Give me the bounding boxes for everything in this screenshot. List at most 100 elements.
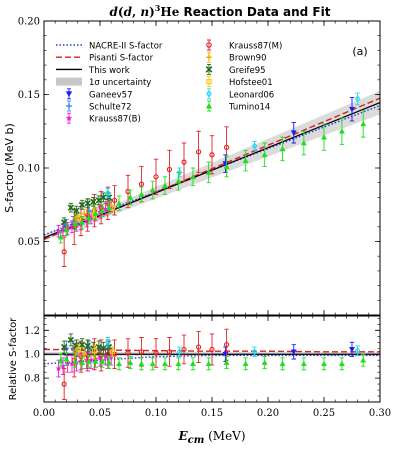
bot-point-tumino14 bbox=[57, 353, 64, 367]
bot-point-krauss87-m bbox=[166, 337, 173, 367]
top-point-leonard06 bbox=[105, 188, 111, 198]
legend: NACRE-II S-factor Pisanti S-factor This wo… bbox=[56, 39, 282, 125]
top-point-leonard06 bbox=[354, 92, 361, 106]
top-point-krauss87-m bbox=[61, 236, 67, 267]
top-point-greife95 bbox=[67, 202, 75, 213]
top-axis-ticks: 0.05 0.10 0.15 0.20 bbox=[18, 17, 381, 316]
top-point-krauss87-m bbox=[98, 191, 104, 225]
x-tick-label: 0.15 bbox=[201, 408, 223, 419]
legend-label: Pisanti S-factor bbox=[89, 54, 154, 64]
top-point-tumino14 bbox=[92, 207, 99, 220]
legend-item-pisanti-s-factor: Pisanti S-factor bbox=[56, 54, 154, 64]
bot-series-ganeev57 bbox=[222, 341, 356, 362]
top-point-tumino14 bbox=[261, 142, 268, 167]
bot-point-tumino14 bbox=[92, 354, 99, 368]
top-series-ganeev57 bbox=[222, 96, 356, 173]
bot-point-tumino14 bbox=[149, 357, 156, 371]
x-tick-label: 0.00 bbox=[33, 408, 55, 419]
bot-series-leonard06 bbox=[105, 337, 361, 358]
bot-point-leonard06 bbox=[251, 346, 258, 358]
bot-point-krauss87-m bbox=[181, 334, 187, 365]
bot-point-tumino14 bbox=[300, 357, 307, 371]
legend-left-column: NACRE-II S-factor Pisanti S-factor This wo… bbox=[56, 42, 163, 125]
top-point-tumino14 bbox=[127, 189, 134, 206]
chart-title: d(d, n)3He Reaction Data and Fit bbox=[110, 3, 331, 19]
top-point-greife95 bbox=[73, 205, 80, 216]
bot-y-tick-label: 1.2 bbox=[24, 326, 40, 337]
bot-point-tumino14 bbox=[261, 356, 268, 370]
bottom-data-layer bbox=[55, 328, 367, 401]
legend-item-ganeev57: Ganeev57 bbox=[65, 88, 133, 100]
top-point-krauss87-m bbox=[166, 149, 173, 190]
bot-point-tumino14 bbox=[85, 354, 92, 368]
bot-point-tumino14 bbox=[99, 354, 106, 368]
bot-point-tumino14 bbox=[360, 353, 367, 367]
legend-label: Brown90 bbox=[229, 54, 267, 64]
top-point-tumino14 bbox=[300, 130, 307, 156]
bot-point-krauss87-b bbox=[55, 359, 62, 378]
legend-label: Tumino14 bbox=[228, 103, 270, 113]
top-point-tumino14 bbox=[85, 211, 92, 225]
top-point-krauss87-b bbox=[55, 224, 62, 238]
bottom-axis-ticks: 0.00 0.05 0.10 0.15 0.20 0.25 0.30 0.8 1.0 1.2 bbox=[24, 316, 391, 419]
bot-point-greife95 bbox=[67, 333, 75, 347]
legend-item-krauss87-m: Krauss87(M) bbox=[206, 39, 282, 52]
x-tick-label: 0.30 bbox=[369, 408, 391, 419]
bot-point-tumino14 bbox=[138, 357, 145, 371]
top-point-tumino14 bbox=[57, 230, 64, 244]
bot-point-tumino14 bbox=[279, 357, 286, 371]
x-axis-label: Ecm (MeV) bbox=[177, 429, 245, 446]
top-point-ganeev57 bbox=[348, 96, 356, 122]
top-point-ganeev57 bbox=[290, 121, 297, 144]
legend-item-brown90: Brown90 bbox=[206, 51, 267, 64]
legend-label: NACRE-II S-factor bbox=[89, 42, 163, 52]
legend-label: Hofstee01 bbox=[229, 78, 273, 88]
legend-label: Leonard06 bbox=[229, 90, 274, 100]
top-point-krauss87-m bbox=[195, 130, 202, 173]
top-point-greife95 bbox=[95, 195, 103, 206]
top-point-tumino14 bbox=[223, 155, 230, 178]
top-point-tumino14 bbox=[149, 180, 156, 200]
top-point-krauss87-m bbox=[111, 185, 118, 216]
top-point-tumino14 bbox=[279, 136, 286, 162]
bot-point-tumino14 bbox=[63, 352, 70, 366]
top-ylabel: S-factor (MeV b) bbox=[3, 123, 16, 213]
bot-point-ganeev57 bbox=[348, 341, 356, 358]
legend-label: Schulte72 bbox=[89, 103, 132, 113]
top-point-greife95 bbox=[84, 198, 91, 209]
top-point-krauss87-m bbox=[125, 174, 131, 209]
legend-label: Krauss87(M) bbox=[229, 42, 282, 52]
top-point-tumino14 bbox=[242, 149, 249, 172]
bot-point-tumino14 bbox=[105, 356, 112, 370]
x-tick-label: 0.20 bbox=[257, 408, 279, 419]
legend-item-tumino14: Tumino14 bbox=[205, 100, 270, 113]
bot-point-krauss87-m bbox=[153, 338, 159, 368]
top-point-krauss87-m bbox=[181, 142, 187, 182]
top-point-krauss87-m bbox=[153, 158, 159, 195]
bot-point-tumino14 bbox=[320, 357, 328, 371]
bot-point-tumino14 bbox=[189, 357, 196, 371]
top-point-tumino14 bbox=[63, 223, 70, 237]
bot-point-tumino14 bbox=[72, 354, 79, 368]
x-tick-label: 0.25 bbox=[313, 408, 335, 419]
top-series-krauss87-m bbox=[61, 126, 230, 267]
top-point-tumino14 bbox=[99, 204, 106, 217]
legend-label: 1σ uncertainty bbox=[89, 78, 151, 88]
bot-point-hofstee01 bbox=[76, 344, 82, 355]
top-panel: 0.05 0.10 0.15 0.20 S-factor (MeV b) (a) NA… bbox=[3, 17, 381, 316]
top-point-tumino14 bbox=[138, 186, 145, 203]
bot-point-krauss87-m bbox=[125, 338, 131, 368]
top-point-tumino14 bbox=[175, 171, 182, 191]
bot-point-krauss87-m bbox=[61, 368, 67, 401]
bot-point-krauss87-m bbox=[209, 333, 215, 366]
top-point-krauss87-b bbox=[64, 221, 71, 235]
bot-point-tumino14 bbox=[127, 356, 134, 370]
top-point-tumino14 bbox=[72, 217, 79, 231]
top-y-tick-label: 0.15 bbox=[18, 90, 40, 101]
bot-point-leonard06 bbox=[354, 345, 361, 356]
bot-series-tumino14 bbox=[57, 352, 367, 371]
top-point-tumino14 bbox=[205, 161, 212, 184]
legend-label: Krauss87(B) bbox=[89, 115, 141, 125]
top-point-greife95 bbox=[90, 196, 97, 207]
